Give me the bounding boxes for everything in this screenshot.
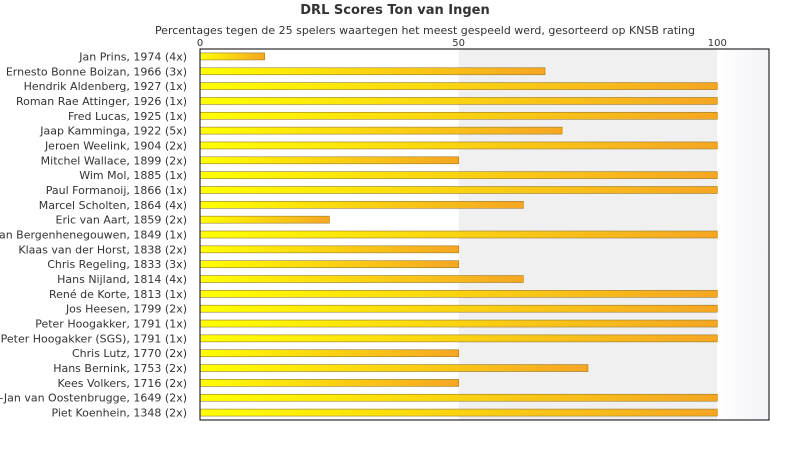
bar [199, 275, 524, 283]
category-label: Peter Hoogakker (SGS), 1791 (1x) [1, 332, 187, 345]
category-label: Wim Mol, 1885 (1x) [79, 169, 187, 182]
category-label: Hans Bernink, 1753 (2x) [53, 362, 187, 375]
category-label: Kees Volkers, 1716 (2x) [58, 377, 187, 390]
category-label: Paul Formanoij, 1866 (1x) [46, 184, 187, 197]
category-label: Chris Regeling, 1833 (3x) [47, 258, 187, 271]
bar [199, 245, 459, 254]
category-label: Mitchel Wallace, 1899 (2x) [41, 154, 187, 167]
category-label: Chris Lutz, 1770 (2x) [72, 347, 187, 360]
bar [199, 111, 718, 120]
category-label: Roman Rae Attinger, 1926 (1x) [16, 95, 187, 108]
bar [199, 171, 718, 179]
category-label: Klaas van der Horst, 1838 (2x) [18, 243, 187, 256]
category-label: t-Jan van Oostenbrugge, 1649 (2x) [0, 392, 187, 405]
category-label: van Bergenhenegouwen, 1849 (1x) [0, 229, 187, 242]
category-label: Piet Koenhein, 1348 (2x) [51, 407, 187, 420]
chart-subtitle: Percentages tegen de 25 spelers waartege… [154, 24, 696, 37]
bar [199, 97, 718, 105]
x-tick-label: 50 [452, 38, 465, 49]
bar [199, 186, 718, 194]
bar [199, 82, 718, 90]
x-tick-label: 100 [708, 38, 727, 49]
bar [199, 334, 718, 343]
category-label: Marcel Scholten, 1864 (4x) [39, 199, 187, 212]
category-label: René de Korte, 1813 (1x) [49, 288, 187, 301]
plot-frame [199, 48, 770, 421]
category-label: Jaap Kamminga, 1922 (5x) [39, 125, 187, 138]
bar [199, 349, 459, 358]
chart-title: DRL Scores Ton van Ingen [300, 3, 490, 18]
bar [199, 67, 546, 76]
bar [199, 408, 718, 417]
bar [199, 141, 718, 150]
x-tick-label: 0 [197, 38, 203, 49]
bar [199, 156, 459, 165]
bar [199, 364, 589, 372]
category-label: Jan Prins, 1974 (4x) [78, 50, 187, 63]
category-label: Fred Lucas, 1925 (1x) [68, 110, 187, 123]
category-label: Ernesto Bonne Boizan, 1966 (3x) [6, 65, 187, 78]
bar [199, 290, 718, 298]
bar [199, 215, 330, 224]
category-label: Jos Heesen, 1799 (2x) [65, 303, 187, 316]
bar [199, 201, 524, 209]
bar [199, 319, 718, 328]
category-label: Hendrik Aldenberg, 1927 (1x) [24, 80, 187, 93]
category-label: Peter Hoogakker, 1791 (1x) [35, 318, 187, 331]
category-label: Hans Nijland, 1814 (4x) [57, 273, 187, 286]
category-label: Jeroen Weelink, 1904 (2x) [44, 139, 187, 152]
bar [199, 126, 563, 135]
bar [199, 260, 459, 268]
bar [199, 52, 265, 61]
grid-band-end [717, 49, 769, 420]
bar [199, 230, 718, 239]
bar [199, 379, 459, 387]
bar [199, 393, 718, 402]
category-label: Eric van Aart, 1859 (2x) [56, 214, 187, 227]
bar [199, 304, 718, 313]
